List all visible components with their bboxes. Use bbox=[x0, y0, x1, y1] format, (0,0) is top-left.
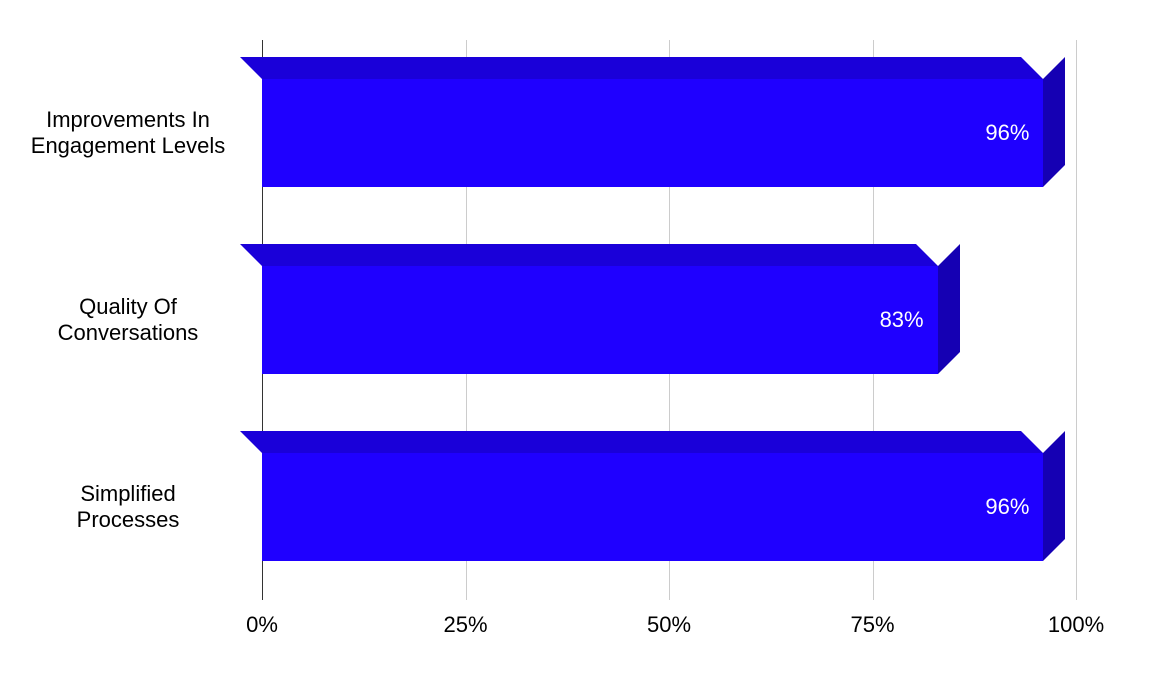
category-label: Quality OfConversations bbox=[12, 294, 244, 346]
gridline bbox=[1076, 40, 1077, 600]
bar: 83% bbox=[262, 266, 938, 374]
bar: 96% bbox=[262, 453, 1043, 561]
category-label-line: Engagement Levels bbox=[12, 133, 244, 159]
category-label-line: Conversations bbox=[12, 320, 244, 346]
bar-top-face bbox=[240, 431, 1043, 453]
category-label-line: Improvements In bbox=[12, 107, 244, 133]
bar-front-face: 83% bbox=[262, 266, 938, 374]
category-label-line: Quality Of bbox=[12, 294, 244, 320]
bar: 96% bbox=[262, 79, 1043, 187]
bar-chart-3d: 96% 83% 96% 0% 25% 50% 75% 100% Improvements In… bbox=[0, 0, 1176, 696]
category-label: Improvements InEngagement Levels bbox=[12, 107, 244, 159]
bar-top-face bbox=[240, 244, 938, 266]
x-tick-label: 75% bbox=[833, 612, 913, 638]
category-label: SimplifiedProcesses bbox=[12, 481, 244, 533]
bar-top-face bbox=[240, 57, 1043, 79]
bar-front-face: 96% bbox=[262, 79, 1043, 187]
bar-front-face: 96% bbox=[262, 453, 1043, 561]
plot-area: 96% 83% 96% bbox=[262, 40, 1076, 600]
category-label-line: Simplified bbox=[12, 481, 244, 507]
bar-value-label: 96% bbox=[985, 120, 1029, 146]
x-tick-label: 0% bbox=[222, 612, 302, 638]
x-tick-label: 50% bbox=[629, 612, 709, 638]
bar-value-label: 83% bbox=[880, 307, 924, 333]
bar-side-face bbox=[1043, 57, 1065, 187]
bar-value-label: 96% bbox=[985, 494, 1029, 520]
category-label-line: Processes bbox=[12, 507, 244, 533]
x-tick-label: 100% bbox=[1036, 612, 1116, 638]
bar-side-face bbox=[938, 244, 960, 374]
bar-side-face bbox=[1043, 431, 1065, 561]
x-tick-label: 25% bbox=[426, 612, 506, 638]
